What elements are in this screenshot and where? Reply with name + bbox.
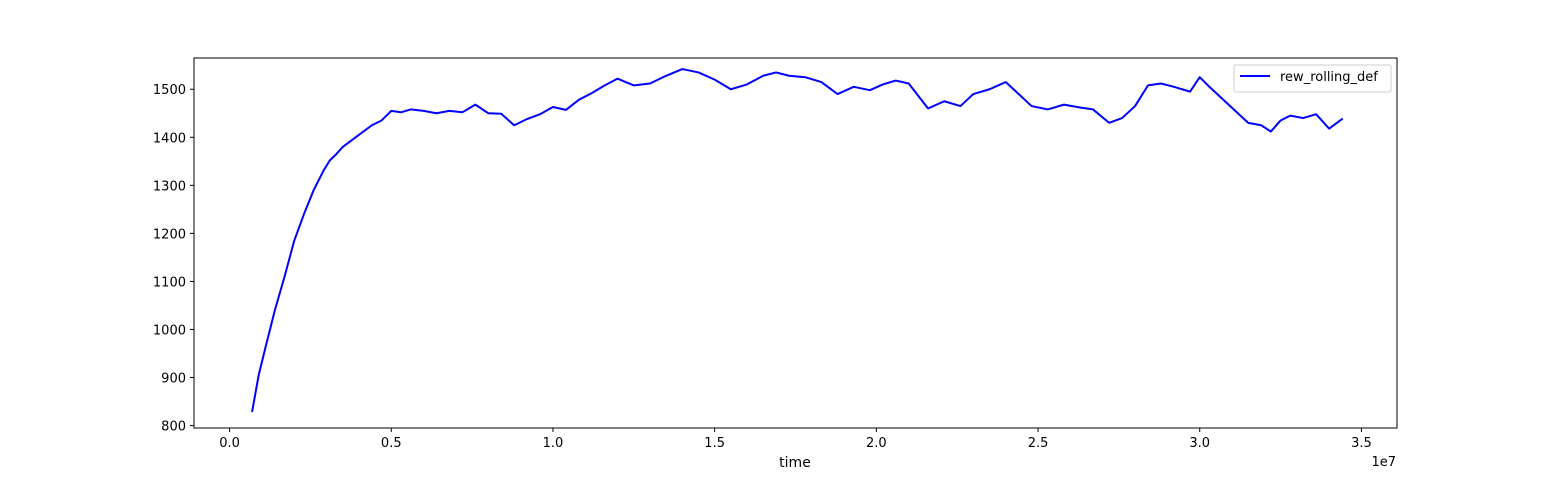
- x-tick-label: 2.5: [1028, 436, 1049, 451]
- legend: rew_rolling_def: [1233, 64, 1392, 93]
- series-line-rew_rolling_def: [251, 68, 1344, 413]
- x-tick-label: 3.5: [1351, 436, 1372, 451]
- plot-area: [193, 57, 1398, 429]
- y-tick-label: 1200: [153, 227, 186, 242]
- x-tick-label: 1.5: [704, 436, 725, 451]
- x-tick-label: 1.0: [543, 436, 564, 451]
- x-axis-offset-label: 1e7: [1371, 455, 1396, 470]
- y-tick-label: 800: [161, 420, 186, 435]
- legend-box: [1233, 64, 1392, 93]
- y-tick-label: 1500: [153, 83, 186, 98]
- y-tick-label: 1000: [153, 323, 186, 338]
- x-tick-label: 0.5: [381, 436, 402, 451]
- y-tick-label: 1100: [153, 275, 186, 290]
- x-axis: 0.0 0.5 1.0 1.5 2.0 2.5 3.0 3.5: [219, 428, 1372, 451]
- axes-frame: [193, 57, 1398, 429]
- y-axis: 800 900 1000 1100 1200 1300 1400 1500: [153, 83, 194, 435]
- x-tick-label: 2.0: [866, 436, 887, 451]
- y-tick-label: 1400: [153, 131, 186, 146]
- legend-label: rew_rolling_def: [1280, 70, 1378, 85]
- x-axis-label: time: [779, 455, 811, 471]
- y-tick-label: 1300: [153, 179, 186, 194]
- x-tick-label: 0.0: [219, 436, 240, 451]
- y-tick-label: 900: [161, 372, 186, 387]
- x-tick-label: 3.0: [1189, 436, 1210, 451]
